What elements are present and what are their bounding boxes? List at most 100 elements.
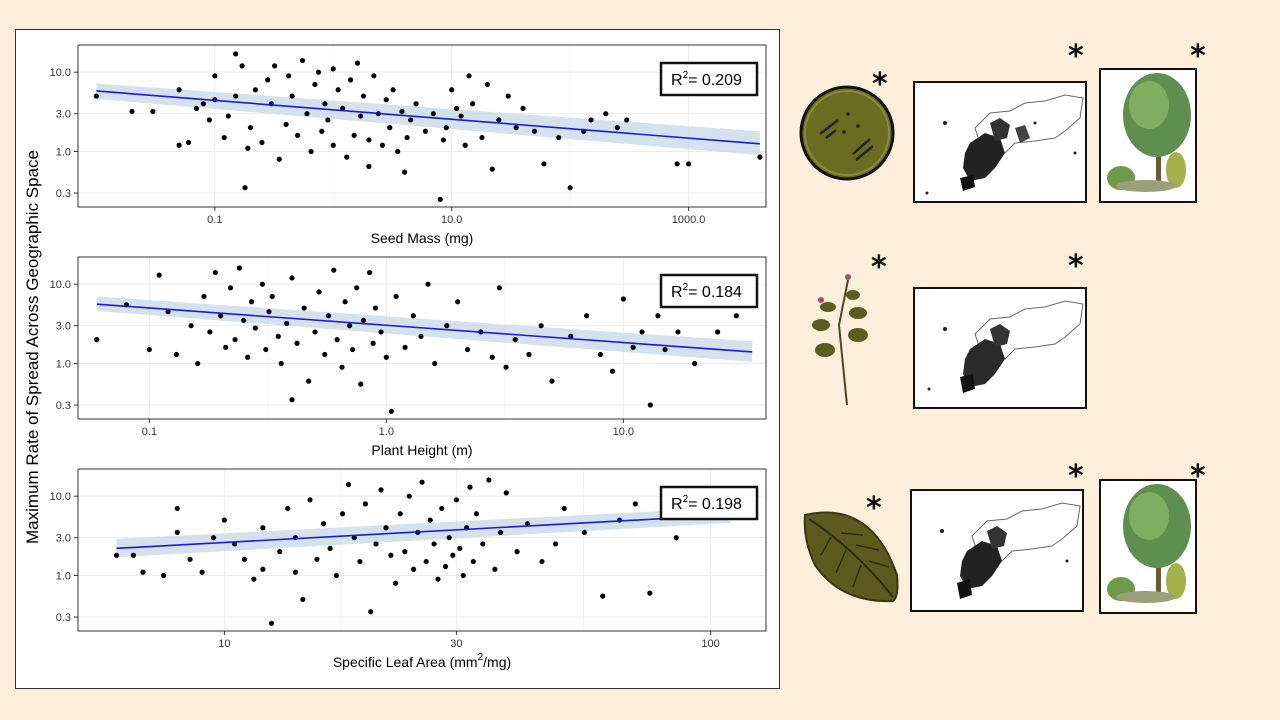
data-point bbox=[241, 317, 247, 323]
data-point bbox=[349, 346, 356, 353]
data-point bbox=[292, 569, 299, 575]
data-point bbox=[335, 87, 341, 93]
scatter-plot-2: 0.1 1.0 10.0 0.3 1.0 3.0 10.0 R2= 0.184 Plant He… bbox=[50, 256, 767, 458]
data-point bbox=[232, 337, 238, 343]
data-point bbox=[505, 93, 511, 99]
data-point bbox=[383, 97, 389, 103]
data-point bbox=[539, 558, 545, 565]
data-point bbox=[339, 511, 346, 517]
data-point bbox=[460, 572, 466, 579]
significance-marker: * bbox=[1190, 39, 1206, 74]
data-point bbox=[344, 154, 350, 160]
data-point bbox=[524, 521, 531, 527]
leaf-icon bbox=[803, 511, 899, 603]
data-point bbox=[333, 572, 340, 579]
data-point bbox=[342, 299, 348, 305]
data-point bbox=[218, 313, 224, 319]
y-tick-label: 3.0 bbox=[56, 533, 71, 545]
data-point bbox=[464, 346, 471, 353]
data-point bbox=[357, 113, 364, 119]
data-point bbox=[371, 73, 377, 79]
data-point bbox=[449, 87, 455, 93]
data-point bbox=[319, 128, 325, 134]
data-point bbox=[496, 117, 502, 123]
data-point bbox=[347, 323, 353, 329]
data-point bbox=[360, 317, 366, 323]
data-point bbox=[401, 169, 408, 175]
data-point bbox=[233, 51, 239, 57]
data-point bbox=[503, 490, 509, 496]
data-point bbox=[467, 484, 473, 490]
y-tick-label: 3.0 bbox=[56, 109, 71, 121]
plant-icon bbox=[812, 274, 868, 406]
data-point bbox=[247, 125, 254, 131]
plot-border bbox=[77, 256, 767, 420]
data-point bbox=[366, 163, 372, 169]
data-point bbox=[347, 77, 354, 83]
x-tick-label: 1000.0 bbox=[672, 214, 706, 226]
data-point bbox=[538, 323, 544, 329]
data-point bbox=[425, 281, 431, 287]
data-point bbox=[372, 305, 379, 311]
europe-map-thumbnail bbox=[913, 81, 1087, 203]
data-point bbox=[387, 125, 393, 131]
data-point bbox=[351, 132, 357, 138]
data-point bbox=[390, 87, 396, 93]
data-point bbox=[418, 333, 424, 339]
data-point bbox=[360, 93, 367, 99]
data-point bbox=[299, 57, 306, 64]
data-point bbox=[129, 108, 135, 115]
data-point bbox=[327, 545, 333, 551]
data-point bbox=[473, 511, 480, 517]
europe-map-icon bbox=[940, 502, 1081, 599]
confidence-band bbox=[96, 83, 760, 156]
data-point bbox=[450, 552, 456, 558]
significance-marker: * bbox=[1068, 459, 1084, 494]
data-point bbox=[201, 293, 207, 300]
data-point bbox=[221, 517, 227, 523]
data-point bbox=[556, 134, 562, 141]
data-point bbox=[484, 81, 490, 88]
tree-icon bbox=[1107, 484, 1191, 603]
data-point bbox=[692, 360, 698, 367]
data-point bbox=[176, 142, 182, 148]
data-point bbox=[567, 185, 573, 191]
data-point bbox=[251, 576, 257, 582]
data-point bbox=[402, 344, 408, 350]
data-point bbox=[195, 360, 201, 367]
data-point bbox=[248, 299, 255, 305]
data-point bbox=[437, 196, 443, 202]
y-tick-label: 10.0 bbox=[50, 491, 71, 503]
r2-label: R2= 0.209 bbox=[671, 70, 742, 89]
data-point bbox=[188, 323, 194, 329]
confidence-band bbox=[96, 296, 753, 362]
y-tick-label: 3.0 bbox=[56, 321, 71, 333]
data-point bbox=[674, 161, 680, 167]
data-point bbox=[312, 81, 318, 88]
data-point bbox=[330, 142, 336, 148]
data-point bbox=[393, 580, 399, 586]
data-point bbox=[413, 101, 419, 107]
data-point bbox=[614, 125, 620, 131]
significance-marker: * bbox=[866, 491, 882, 526]
data-point bbox=[402, 549, 408, 555]
data-point bbox=[383, 525, 389, 531]
data-point bbox=[432, 360, 438, 367]
data-point bbox=[503, 364, 509, 370]
data-point bbox=[373, 541, 379, 547]
data-point bbox=[489, 354, 495, 360]
europe-map-thumbnail bbox=[910, 489, 1084, 612]
significance-marker: * bbox=[872, 67, 888, 102]
data-point bbox=[399, 108, 405, 115]
data-point bbox=[462, 142, 468, 148]
plot-stack: 0.1 10.0 1000.0 0.3 1.0 3.0 10.0 R2= 0.209 Seed … bbox=[50, 44, 767, 670]
data-point bbox=[260, 566, 266, 572]
data-point bbox=[233, 93, 239, 99]
data-point bbox=[331, 267, 337, 273]
data-point bbox=[435, 576, 441, 582]
data-point bbox=[370, 340, 376, 346]
tree-thumbnail bbox=[1099, 479, 1197, 614]
scatter-figure: Maximum Rate of Spread Across Geographic… bbox=[23, 44, 767, 670]
data-point bbox=[307, 497, 313, 503]
data-point bbox=[140, 569, 146, 575]
